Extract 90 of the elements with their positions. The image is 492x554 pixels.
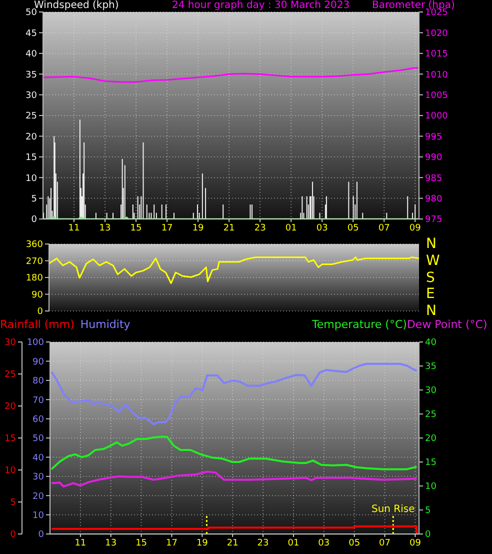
y-tick-label: 20: [26, 132, 38, 142]
y-tick-label: 30: [26, 90, 38, 101]
y2-tick-label: 1005: [425, 90, 448, 101]
x-tick-label: 11: [74, 538, 86, 548]
y2-tick-label: 25: [425, 410, 436, 420]
x-tick-label: 23: [257, 538, 269, 548]
x-tick-label: 13: [105, 538, 117, 548]
y-tick-label: 100: [26, 338, 44, 348]
y2-tick-label: 975: [425, 215, 442, 226]
y2-tick-label: 40: [425, 338, 437, 348]
y3-tick-label: 30: [4, 338, 16, 348]
y3-tick-label: 15: [4, 434, 16, 444]
y-tick-label: 70: [32, 396, 44, 406]
y-tick-label: 5: [31, 194, 37, 204]
y-tick-label: 45: [26, 28, 37, 39]
y-tick-label: 360: [26, 240, 44, 250]
y2-tick-label: 1025: [425, 8, 448, 18]
y-tick-label: 80: [32, 376, 44, 387]
chart-title: 24 hour graph day : 30 March 2023: [172, 0, 350, 12]
x-tick-label: 03: [316, 223, 328, 234]
y-tick-label: 90: [32, 357, 44, 368]
x-tick-label: 11: [68, 223, 80, 234]
y-tick-label: 90: [32, 290, 44, 300]
y2-tick-label: 995: [425, 132, 442, 142]
x-tick-label: 09: [409, 223, 422, 234]
y-tick-label: 40: [26, 50, 38, 60]
x-tick-label: 01: [285, 223, 297, 234]
x-tick-label: 19: [196, 538, 208, 548]
y2-tick-label: 35: [425, 362, 436, 372]
x-tick-label: 07: [378, 223, 390, 234]
text: N: [426, 235, 436, 253]
text: W: [426, 252, 440, 270]
text: N: [426, 302, 436, 320]
y-tick-label: 35: [26, 70, 37, 80]
y-tick-label: 30: [32, 472, 44, 483]
y2-tick-label: 15: [425, 458, 436, 468]
y-tick-label: 20: [32, 492, 44, 502]
y-tick-label: 50: [26, 8, 38, 18]
x-tick-label: 23: [254, 223, 266, 234]
y2-tick-label: 1015: [425, 50, 448, 60]
y2-tick-label: 985: [425, 174, 442, 184]
y2-tick-label: 1000: [425, 112, 448, 122]
x-tick-label: 05: [347, 223, 359, 234]
text: Humidity: [80, 318, 130, 331]
text: S: [426, 268, 435, 286]
text: Temperature (°C): [312, 318, 407, 331]
y2-tick-label: 5: [425, 506, 431, 516]
y-tick-label: 0: [31, 215, 38, 226]
y2-tick-label: 980: [425, 194, 442, 204]
y2-tick-label: 1010: [425, 70, 448, 80]
y3-tick-label: 25: [4, 370, 16, 380]
y2-tick-label: 30: [425, 386, 437, 396]
text: Dew Point (°C): [406, 318, 488, 331]
y2-tick-label: 0: [425, 530, 431, 540]
y3-tick-label: 20: [4, 402, 16, 412]
x-tick-label: 07: [379, 538, 390, 548]
x-tick-label: 17: [161, 223, 173, 234]
x-tick-label: 15: [136, 538, 148, 548]
y-tick-label: 0: [38, 530, 44, 540]
x-tick-label: 21: [226, 538, 238, 548]
y3-tick-label: 10: [4, 466, 16, 476]
y-tick-label: 180: [26, 274, 44, 284]
y2-tick-label: 10: [425, 482, 437, 492]
y-tick-label: 40: [32, 453, 44, 464]
y-tick-label: 10: [32, 510, 44, 521]
x-tick-label: 19: [192, 223, 204, 234]
y-tick-label: 0: [37, 307, 44, 318]
y-axis-title: Windspeed (kph): [34, 0, 119, 11]
y-tick-label: 10: [26, 174, 38, 184]
x-tick-label: 15: [130, 223, 142, 234]
ref-line-label: Sun Rise: [371, 504, 415, 515]
y2-tick-label: 20: [425, 434, 437, 444]
text: E: [426, 285, 435, 304]
y3-tick-label: 0: [10, 530, 16, 540]
y-tick-label: 50: [32, 434, 44, 444]
y2-tick-label: 990: [425, 153, 442, 164]
x-tick-label: 01: [288, 538, 300, 548]
y-tick-label: 60: [32, 414, 44, 425]
text: Rainfall (mm): [0, 318, 74, 331]
y-tick-label: 15: [26, 153, 37, 164]
x-tick-label: 09: [409, 538, 422, 548]
x-tick-label: 21: [223, 223, 235, 234]
x-tick-label: 05: [348, 538, 360, 548]
y3-tick-label: 5: [10, 498, 16, 508]
x-tick-label: 13: [99, 223, 111, 234]
x-tick-label: 17: [166, 538, 178, 548]
y2-tick-label: 1020: [425, 28, 448, 39]
y-tick-label: 270: [26, 256, 44, 267]
x-tick-label: 03: [318, 538, 330, 548]
y-tick-label: 25: [26, 112, 37, 122]
